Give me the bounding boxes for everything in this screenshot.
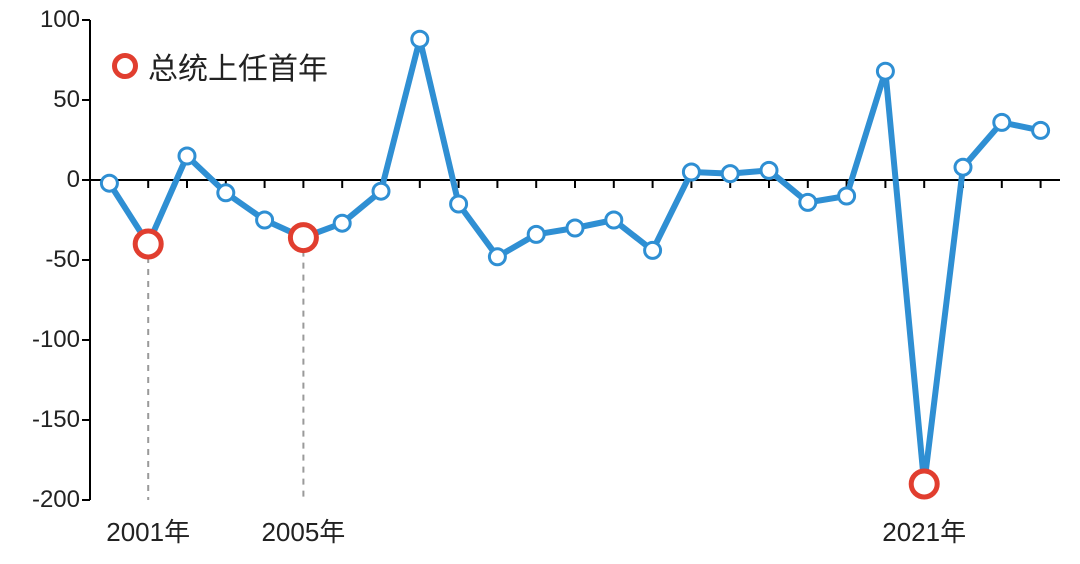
x-tick-label: 2005年	[261, 512, 345, 549]
x-tick-label: 2001年	[106, 512, 190, 549]
y-tick-label: -150	[32, 406, 80, 434]
legend-marker-icon	[112, 53, 138, 79]
y-tick-label: -200	[32, 486, 80, 514]
x-tick-label: 2021年	[882, 512, 966, 549]
y-tick-label: 100	[40, 6, 80, 34]
y-tick-label: 50	[53, 86, 80, 114]
y-tick-label: 0	[67, 166, 80, 194]
y-tick-label: -100	[32, 326, 80, 354]
legend: 总统上任首年	[112, 44, 328, 88]
legend-label: 总统上任首年	[148, 44, 328, 88]
y-tick-label: -50	[45, 246, 80, 274]
